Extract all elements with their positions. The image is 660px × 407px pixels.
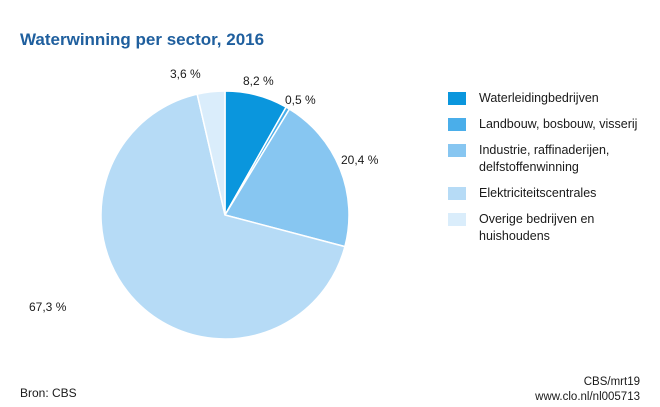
slice-label-2: 0,5 %: [285, 93, 316, 107]
source-note: Bron: CBS: [20, 386, 77, 400]
pie-slice-4: [100, 93, 346, 340]
pie-slice-3: [223, 108, 350, 248]
slice-label-4: 67,3 %: [29, 300, 67, 314]
legend-swatch: [448, 187, 466, 200]
slice-labels: 8,2 % 0,5 % 20,4 % 67,3 % 3,6 %: [29, 67, 379, 314]
legend-item-1: Waterleidingbedrijven: [448, 90, 658, 107]
legend-label: Landbouw, bosbouw, visserij: [479, 117, 638, 131]
legend-swatch: [448, 213, 466, 226]
chart-title: Waterwinning per sector, 2016: [20, 30, 265, 49]
legend-label: Elektriciteitscentrales: [479, 186, 597, 200]
legend-label: Overige bedrijven en huishoudens: [479, 212, 595, 243]
pie-slices: [100, 90, 350, 340]
legend-label: Industrie, raffinaderijen, delfstoffenwin…: [479, 143, 610, 174]
credit-block: CBS/mrt19 www.clo.nl/nl005713: [535, 375, 640, 405]
legend-label: Waterleidingbedrijven: [479, 91, 599, 105]
slice-label-5: 3,6 %: [170, 67, 201, 81]
legend-item-2: Landbouw, bosbouw, visserij: [448, 116, 658, 133]
legend-item-4: Elektriciteitscentrales: [448, 185, 658, 202]
legend-item-5: Overige bedrijven en huishoudens: [448, 211, 658, 245]
slice-label-3: 20,4 %: [341, 153, 379, 167]
chart-url: www.clo.nl/nl005713: [535, 391, 640, 403]
legend: Waterleidingbedrijven Landbouw, bosbouw, …: [448, 90, 658, 254]
pie-slice-5: [196, 90, 226, 216]
legend-swatch: [448, 144, 466, 157]
legend-swatch: [448, 118, 466, 131]
chart-code: CBS/mrt19: [583, 376, 640, 388]
slice-label-1: 8,2 %: [243, 74, 274, 88]
legend-item-3: Industrie, raffinaderijen, delfstoffenwin…: [448, 142, 658, 176]
legend-swatch: [448, 92, 466, 105]
